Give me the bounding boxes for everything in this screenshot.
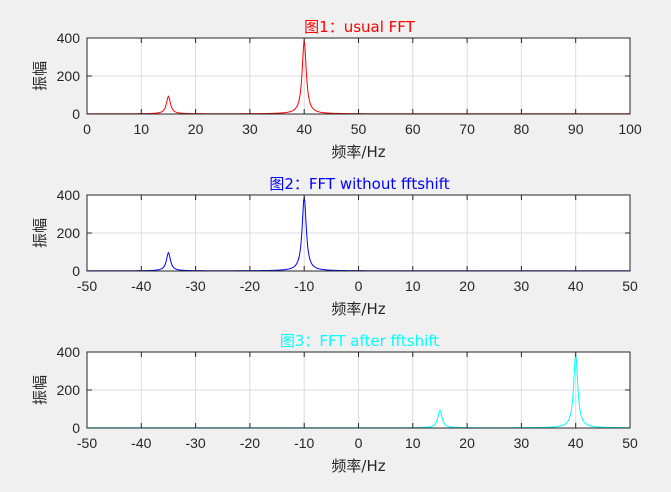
x-tick-label: 10 bbox=[405, 278, 421, 294]
chart-title: 图3：FFT after fftshift bbox=[280, 332, 439, 350]
y-tick-label: 200 bbox=[57, 382, 81, 398]
x-tick-label: 0 bbox=[355, 435, 363, 451]
x-tick-label: 40 bbox=[568, 278, 584, 294]
chart-title: 图1：usual FFT bbox=[304, 18, 415, 36]
x-axis-label: 频率/Hz bbox=[331, 457, 385, 475]
x-tick-label: 60 bbox=[405, 121, 421, 137]
x-tick-label: 100 bbox=[618, 121, 642, 137]
x-tick-label: 40 bbox=[296, 121, 312, 137]
x-tick-label: -20 bbox=[240, 278, 260, 294]
y-tick-label: 400 bbox=[57, 30, 81, 46]
x-tick-label: 50 bbox=[622, 278, 638, 294]
subplot-2: -50 -40 -30 -20 -10 0 10 20 30 40 50 0 200 400 图2：FFT … bbox=[31, 175, 638, 318]
y-axis-label: 振幅 bbox=[31, 61, 49, 91]
y-axis-label: 振幅 bbox=[31, 218, 49, 248]
x-tick-label: -10 bbox=[294, 278, 314, 294]
x-tick-label: 20 bbox=[459, 435, 475, 451]
x-tick-label: -40 bbox=[131, 435, 151, 451]
x-tick-label: 0 bbox=[355, 278, 363, 294]
x-tick-label: 90 bbox=[568, 121, 584, 137]
x-tick-label: 80 bbox=[514, 121, 530, 137]
x-tick-label: -40 bbox=[131, 278, 151, 294]
x-axis-label: 频率/Hz bbox=[331, 143, 385, 161]
x-tick-label: 0 bbox=[83, 121, 91, 137]
y-tick-label: 0 bbox=[72, 106, 80, 122]
y-tick-label: 400 bbox=[57, 344, 81, 360]
x-tick-label: 20 bbox=[459, 278, 475, 294]
x-tick-label: -50 bbox=[77, 278, 97, 294]
x-tick-label: 20 bbox=[188, 121, 204, 137]
x-tick-label: 50 bbox=[351, 121, 367, 137]
y-tick-label: 200 bbox=[57, 225, 81, 241]
x-tick-label: -20 bbox=[240, 435, 260, 451]
y-tick-label: 200 bbox=[57, 68, 81, 84]
y-tick-label: 0 bbox=[72, 420, 80, 436]
y-tick-label: 400 bbox=[57, 187, 81, 203]
x-axis-label: 频率/Hz bbox=[331, 300, 385, 318]
y-axis-label: 振幅 bbox=[31, 375, 49, 405]
x-tick-label: 50 bbox=[622, 435, 638, 451]
x-tick-label: 30 bbox=[514, 278, 530, 294]
x-tick-label: 70 bbox=[459, 121, 475, 137]
x-tick-label: 10 bbox=[134, 121, 150, 137]
x-tick-label: 30 bbox=[514, 435, 530, 451]
x-tick-label: -30 bbox=[185, 435, 205, 451]
y-tick-label: 0 bbox=[72, 263, 80, 279]
x-tick-label: 40 bbox=[568, 435, 584, 451]
x-tick-label: -30 bbox=[185, 278, 205, 294]
x-tick-label: 10 bbox=[405, 435, 421, 451]
x-tick-label: 30 bbox=[242, 121, 258, 137]
subplot-1: 0 10 20 30 40 50 60 70 80 90 100 0 200 400 图1：usual FF… bbox=[31, 18, 642, 161]
chart-title: 图2：FFT without fftshift bbox=[269, 175, 449, 193]
x-tick-label: -10 bbox=[294, 435, 314, 451]
subplot-3: -50 -40 -30 -20 -10 0 10 20 30 40 50 0 200 400 图3：FFT … bbox=[31, 332, 638, 475]
x-tick-label: -50 bbox=[77, 435, 97, 451]
